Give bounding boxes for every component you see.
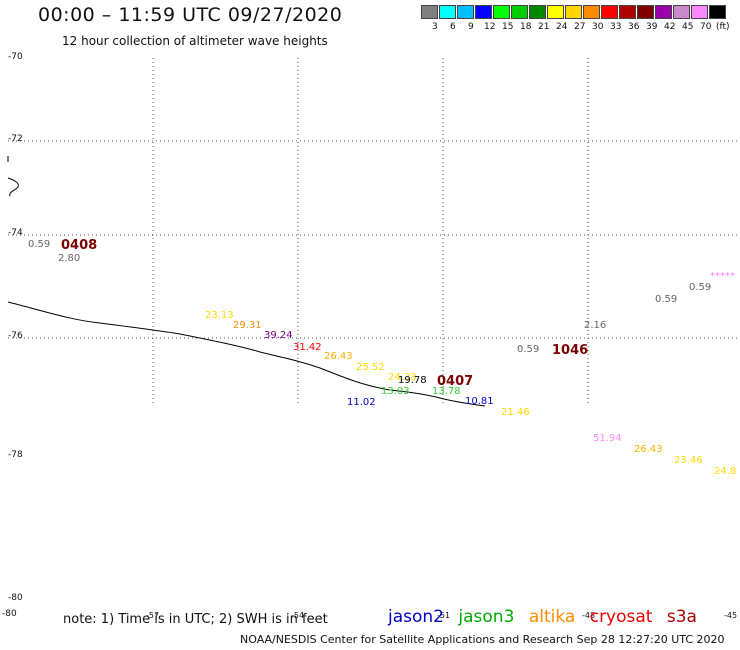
wave-height-label: 0.59 [28,239,51,250]
wave-height-label: 31.42 [293,342,322,353]
scale-label: 27 [574,22,586,32]
wave-height-label: 21.46 [501,407,530,418]
lat-label: -70 [8,52,23,62]
wave-height-label: 24.8 [714,466,737,477]
satellite-label-jason2: jason2 [388,607,444,627]
scale-swatch [655,5,672,19]
credit-footer: NOAA/NESDIS Center for Satellite Applica… [240,633,725,646]
wave-height-label: 29.31 [233,320,262,331]
scale-label: 6 [450,22,456,32]
scale-label: 42 [664,22,676,32]
scale-swatch [583,5,600,19]
satellite-label-jason3: jason3 [458,607,515,627]
island-coastline [7,177,19,197]
scale-label: 3 [432,22,438,32]
scale-label: 9 [468,22,474,32]
wave-height-label: 51.94 [593,433,622,444]
lat-label: -76 [8,331,23,341]
coastline [7,301,486,407]
graticule [8,58,740,406]
pass-time-label: 1046 [552,343,589,358]
scale-swatch [619,5,636,19]
satellite-legend: jason2 jason3 altika cryosat s3a [388,607,706,627]
scale-swatch [421,5,438,19]
scale-swatch [529,5,546,19]
lon-label: -48 [582,611,596,620]
scale-swatch [511,5,528,19]
satellite-label-altika: altika [528,607,576,627]
wave-height-label: 0.59 [689,282,712,293]
scale-swatch [439,5,456,19]
scale-label: 45 [682,22,694,32]
scale-label: 24 [556,22,568,32]
map-title: 00:00 – 11:59 UTC 09/27/2020 [38,4,343,26]
lat-label: -80 [8,593,23,603]
wave-height-label: 24.33 [388,372,417,383]
wave-height-label: 39.24 [264,330,293,341]
scale-swatch [547,5,564,19]
lat-label: -72 [8,134,23,144]
wave-height-label: 23.13 [205,310,234,321]
wave-height-label: 13.03 [381,386,410,397]
scale-label: 70 [700,22,712,32]
scale-label: 15 [502,22,514,32]
scale-label: 39 [646,22,658,32]
scale-swatch [673,5,690,19]
scale-swatch [565,5,582,19]
scale-unit: (ft) [716,22,730,32]
satellite-label-s3a: s3a [666,607,697,627]
wave-height-label: 19.78 [398,375,427,386]
satellite-label-cryosat: cryosat [589,607,653,627]
wave-height-label: 23.46 [674,455,703,466]
scale-label: 30 [592,22,604,32]
scale-swatch [637,5,654,19]
wave-height-label: 2.80 [58,253,81,264]
scale-label: 36 [628,22,640,32]
scale-swatch [691,5,708,19]
scale-swatch [457,5,474,19]
scale-label: 33 [610,22,622,32]
wave-height-label: ***** [710,271,735,282]
scale-label: 21 [538,22,550,32]
map-subtitle: 12 hour collection of altimeter wave hei… [62,34,328,48]
pass-time-label: 0407 [437,374,474,389]
wave-height-label: 25.52 [356,362,385,373]
lon-label: -57 [146,611,160,620]
lat-label: -78 [8,450,23,460]
scale-swatch [493,5,510,19]
lat-label: -74 [8,228,23,238]
wave-height-label: 26.43 [634,444,663,455]
wave-height-label: 26.43 [324,351,353,362]
scale-swatch [601,5,618,19]
wave-height-label: 0.59 [655,294,678,305]
pass-time-label: 0408 [61,238,98,253]
lon-label: -45 [724,611,738,620]
lon-label: -54 [291,611,305,620]
scale-label: 12 [484,22,496,32]
wave-height-label: 11.02 [347,397,376,408]
wave-height-label: 2.16 [584,320,607,331]
wave-height-label: 0.59 [517,344,540,355]
scale-swatch [475,5,492,19]
note-text: note: 1) Time is in UTC; 2) SWH is in fe… [63,612,328,627]
lat-label: -80 [2,609,17,619]
scale-swatch [709,5,726,19]
lon-label: -51 [437,611,451,620]
wave-height-label: 10.81 [465,396,494,407]
scale-label: 18 [520,22,532,32]
wave-height-label: 13.78 [432,386,461,397]
